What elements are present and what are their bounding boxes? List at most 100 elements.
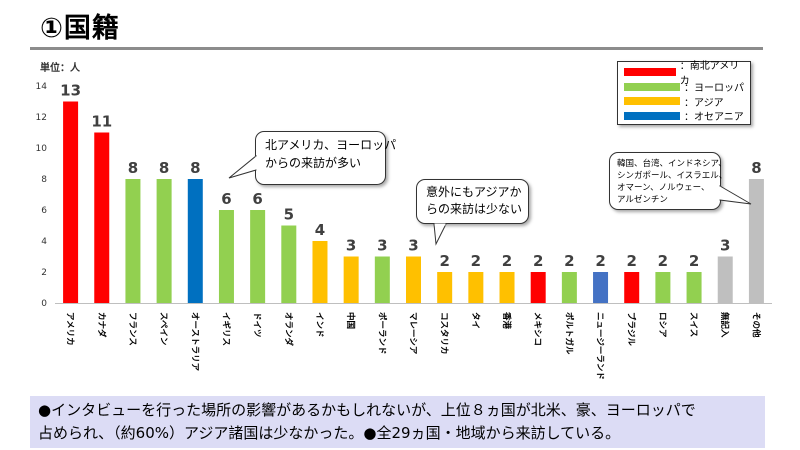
summary-note: ●インタビューを行った場所の影響があるかもしれないが、上位８ヵ国が北米、豪、ヨー… — [30, 396, 765, 448]
title-divider — [30, 47, 763, 50]
data-label: 3 — [377, 237, 387, 255]
bar — [281, 225, 297, 303]
summary-line: ●インタビューを行った場所の影響があるかもしれないが、上位８ヵ国が北米、豪、ヨー… — [38, 401, 696, 419]
bar — [686, 272, 702, 303]
data-label: 4 — [315, 221, 325, 239]
x-tick-label: ポーランド — [376, 312, 387, 355]
bar — [156, 179, 172, 303]
bar — [499, 272, 515, 303]
x-tick-label: イギリス — [220, 312, 231, 346]
legend-label-oceania: ：オセアニア — [684, 112, 744, 124]
callout-text: らの来訪は少ない — [426, 202, 523, 216]
legend-swatch-americas — [624, 68, 676, 77]
bar — [468, 272, 484, 303]
bar — [624, 272, 640, 303]
bar — [561, 272, 577, 303]
x-tick-label: オーストラリア — [189, 312, 199, 372]
callout-text: 韓国、台湾、インドネシア、 — [617, 159, 727, 169]
y-tick-label: 12 — [36, 113, 47, 123]
x-tick-label: その他 — [750, 312, 761, 338]
legend-label-asia: ：アジア — [684, 97, 724, 109]
data-label: 2 — [626, 252, 636, 270]
legend-swatch-oceania — [624, 111, 680, 120]
callout-text: アルゼンチン — [617, 195, 668, 205]
data-label: 6 — [252, 190, 262, 208]
y-tick-label: 2 — [41, 268, 47, 278]
x-tick-label: 香港 — [501, 311, 512, 330]
x-tick-label: 中国 — [345, 312, 356, 329]
y-tick-label: 6 — [41, 206, 47, 216]
data-label: 8 — [190, 159, 200, 177]
callout-pointer — [433, 223, 447, 246]
data-label: 3 — [346, 237, 356, 255]
x-tick-label: カナダ — [96, 312, 107, 338]
callout-text: 意外にもアジアか — [426, 185, 522, 199]
bar — [748, 179, 764, 303]
y-tick-label: 4 — [41, 237, 47, 247]
x-tick-label: オランダ — [283, 312, 294, 347]
data-label: 2 — [689, 252, 699, 270]
x-tick-label: インド — [314, 312, 324, 338]
x-tick-label: ブラジル — [626, 312, 637, 346]
data-label: 2 — [595, 252, 605, 270]
bar — [312, 241, 328, 303]
x-tick-label: メキシコ — [532, 312, 542, 346]
x-tick-label: スイス — [688, 312, 698, 337]
callout-text: オマーン、ノルウェー、 — [617, 183, 710, 193]
bar — [63, 101, 79, 303]
data-label: 2 — [533, 252, 543, 270]
legend-label-europe: ：ヨーロッパ — [684, 83, 744, 95]
callout-other-countries: 韓国、台湾、インドネシア、 シンガポール、イスラエル、 オマーン、ノルウェー、 … — [609, 152, 727, 210]
callout-text: からの来訪が多い — [265, 156, 362, 170]
y-tick-label: 14 — [36, 82, 48, 92]
x-tick-label: タイ — [470, 312, 481, 329]
x-tick-label: アメリカ — [65, 312, 75, 346]
page-title: ①国籍 — [40, 13, 120, 44]
bar-chart: 単位：人 0 2 4 6 8 10 12 14 13 アメリカ 11 カナダ 8 フランス 8 スペイン 8 オース… — [36, 61, 772, 380]
data-label: 8 — [128, 159, 138, 177]
data-label: 3 — [720, 237, 730, 255]
unit-label: 単位：人 — [40, 61, 81, 74]
data-label: 2 — [471, 252, 481, 270]
legend-item-europe: ：ヨーロッパ — [624, 80, 744, 95]
x-tick-label: マレーシア — [408, 312, 418, 355]
data-label: 2 — [439, 252, 449, 270]
x-tick-label: ニュージーランド — [595, 312, 605, 380]
data-label: 5 — [284, 206, 294, 224]
legend-item-oceania: ：オセアニア — [624, 109, 744, 124]
data-label: 2 — [658, 252, 668, 270]
data-label: 2 — [502, 252, 512, 270]
bar — [530, 272, 546, 303]
x-tick-label: コスタリカ — [439, 312, 450, 355]
legend-swatch-europe — [624, 82, 680, 91]
x-tick-label: ポルトガル — [563, 312, 574, 355]
chart-legend: ：南北アメリカ ：ヨーロッパ ：アジア ：オセアニア — [617, 61, 751, 125]
x-tick-label: ドイツ — [252, 312, 262, 338]
callout-pointer — [718, 185, 752, 205]
callout-text: 北アメリカ、ヨーロッパ — [265, 138, 397, 152]
bar — [250, 210, 266, 303]
callout-asia-few: 意外にもアジアか らの来訪は少ない — [416, 179, 529, 224]
callout-pointer — [228, 154, 258, 179]
data-label: 8 — [159, 159, 169, 177]
bar — [94, 132, 110, 303]
bar — [406, 256, 421, 303]
bar — [218, 210, 234, 303]
bar — [593, 272, 609, 303]
data-label: 8 — [751, 159, 761, 177]
bar — [187, 179, 203, 303]
data-label: 2 — [564, 252, 574, 270]
bar — [125, 179, 141, 303]
legend-label-americas: ：南北アメリカ — [679, 61, 740, 88]
legend-item-asia: ：アジア — [624, 94, 744, 109]
x-tick-label: ロシア — [657, 312, 667, 338]
bar — [437, 272, 453, 303]
legend-item-americas: ：南北アメリカ — [624, 61, 744, 87]
bar — [343, 256, 359, 303]
x-tick-label: 無記入 — [719, 312, 730, 338]
data-label: 6 — [221, 190, 231, 208]
bar — [655, 272, 671, 303]
y-tick-label: 8 — [41, 175, 47, 185]
bar — [374, 256, 390, 303]
data-label: 11 — [91, 113, 112, 131]
